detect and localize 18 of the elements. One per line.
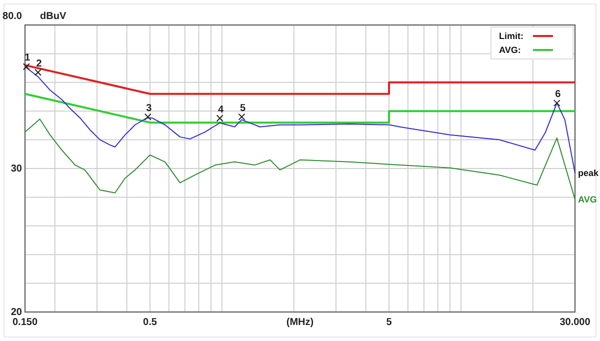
annotation: 5 bbox=[240, 102, 246, 114]
x-tick-label: 0.5 bbox=[143, 317, 158, 328]
annotation: 4 bbox=[218, 104, 224, 116]
series-label: AVG bbox=[578, 194, 597, 204]
legend-label: Limit: bbox=[499, 31, 524, 41]
y-tick-label: 30 bbox=[10, 164, 22, 174]
y-tick-label: 80.0 bbox=[2, 11, 22, 22]
series-label: peak bbox=[578, 168, 600, 178]
annotation: 2 bbox=[36, 58, 42, 70]
x-axis-title: (MHz) bbox=[286, 317, 314, 328]
y-axis-title: dBuV bbox=[40, 11, 66, 22]
annotation: 3 bbox=[146, 102, 152, 114]
x-tick-label: 30.000 bbox=[560, 317, 591, 328]
legend-label: AVG: bbox=[499, 45, 521, 55]
x-tick-label: 0.150 bbox=[12, 317, 38, 328]
annotation: 6 bbox=[555, 89, 562, 100]
x-tick-label: 5 bbox=[386, 317, 392, 328]
y-tick-label: 20 bbox=[10, 307, 22, 318]
